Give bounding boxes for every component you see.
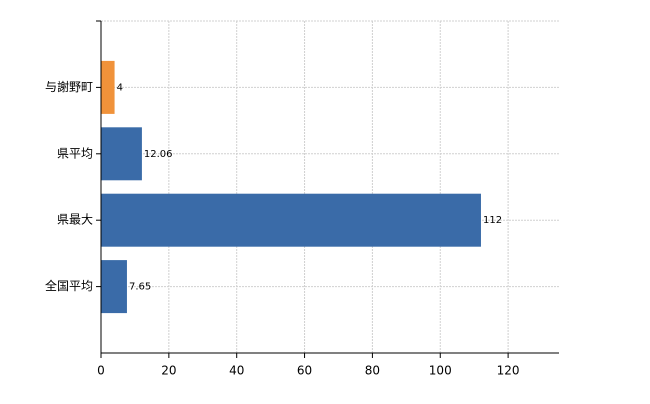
y-tick-label: 県平均	[57, 146, 93, 160]
value-label: 7.65	[129, 282, 151, 293]
x-tick-label: 40	[229, 364, 244, 378]
x-tick-label: 0	[97, 364, 105, 378]
bar	[101, 193, 481, 247]
y-tick-label: 県最大	[57, 213, 93, 227]
x-tick-label: 100	[429, 364, 452, 378]
y-tick-label: 与謝野町	[45, 79, 93, 94]
x-tick-label: 80	[365, 364, 380, 378]
x-tick-label: 20	[161, 364, 176, 378]
x-tick-label: 60	[297, 364, 312, 378]
value-label: 4	[117, 82, 123, 93]
x-tick-label: 120	[497, 364, 520, 378]
y-tick-label: 全国平均	[45, 278, 93, 293]
bar	[101, 127, 142, 181]
bar	[101, 260, 127, 314]
value-label: 12.06	[144, 149, 173, 160]
value-label: 112	[483, 215, 502, 226]
bar	[101, 60, 115, 114]
